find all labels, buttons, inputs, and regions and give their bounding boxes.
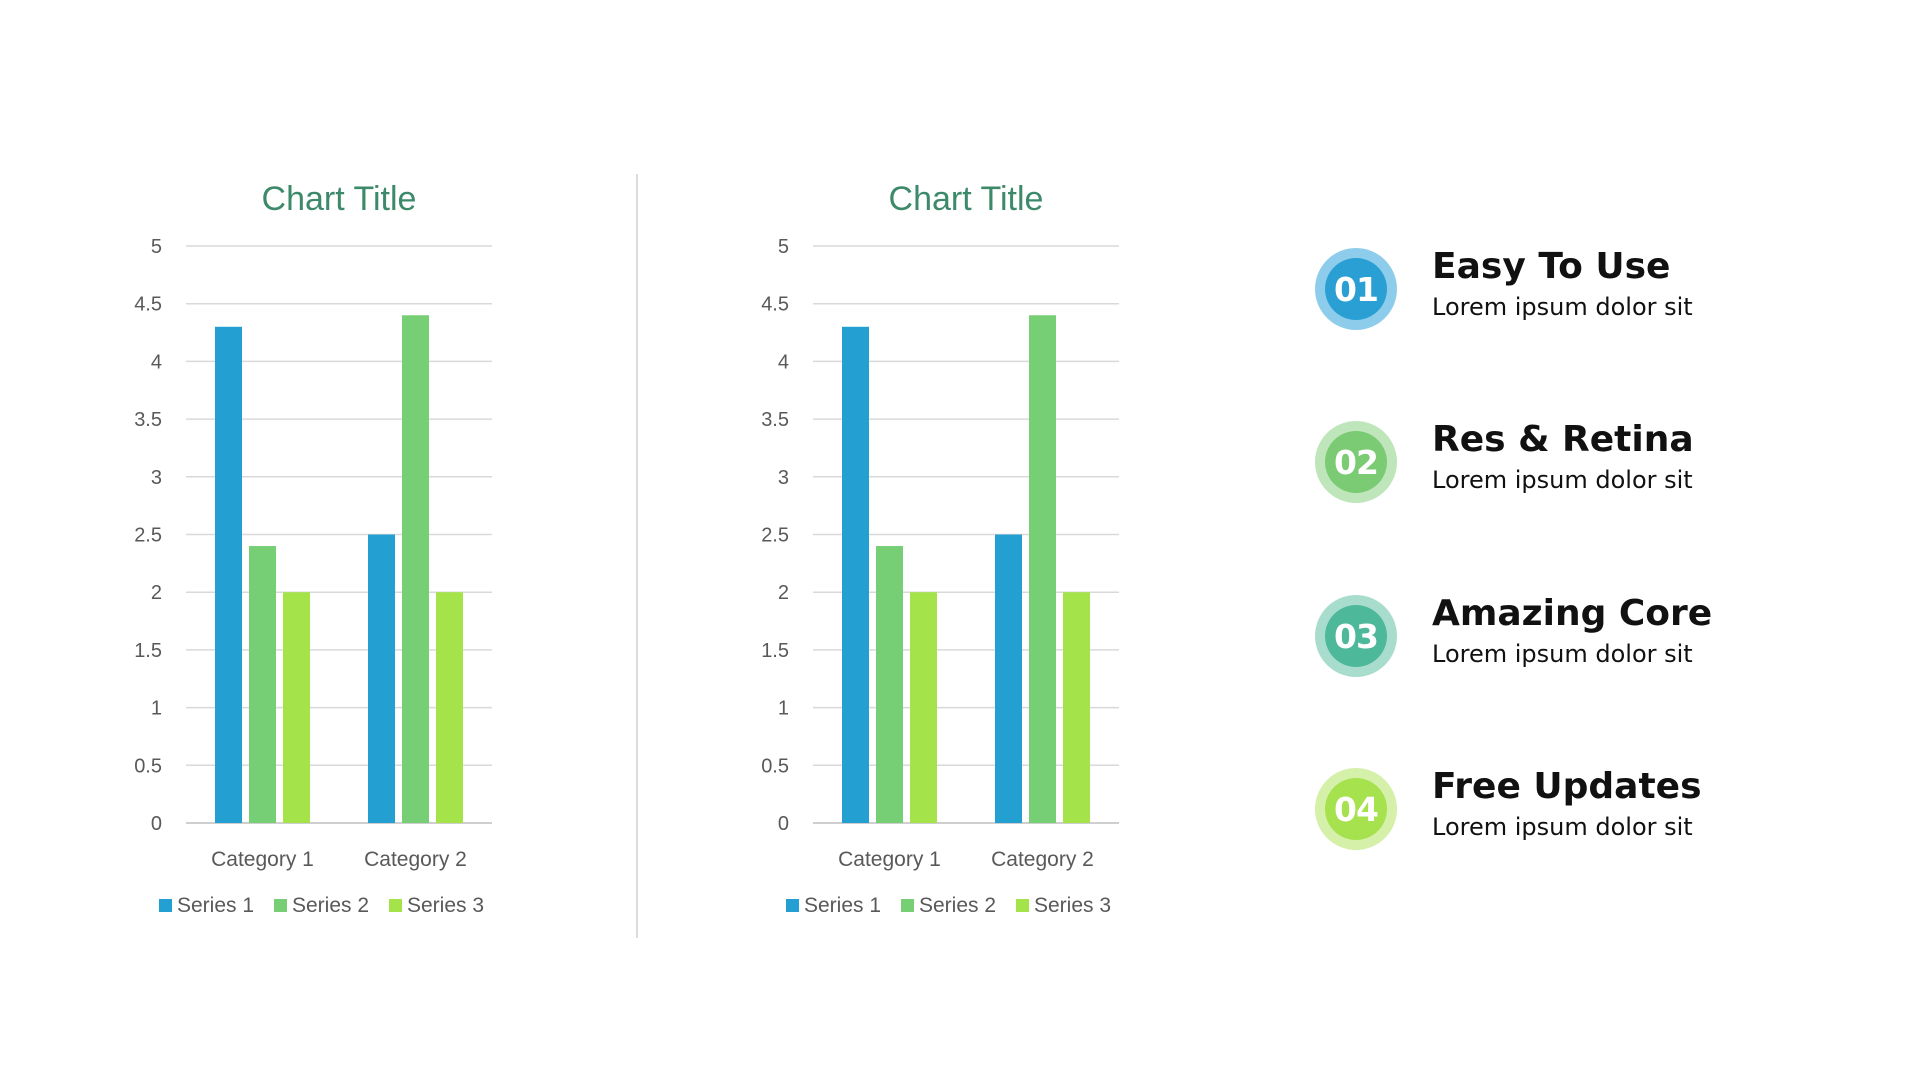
chart-2-ytick-label: 2 <box>778 582 789 604</box>
chart-1-bar-series-3-cat-2 <box>436 592 463 823</box>
feature-badge-03: 03 <box>1315 595 1397 677</box>
feature-number-04: 04 <box>1325 778 1387 840</box>
chart-2-ytick-label: 0 <box>778 813 789 835</box>
chart-1-legend-swatch-2 <box>274 899 287 912</box>
feature-description-01: Lorem ipsum dolor sit <box>1432 293 1693 321</box>
chart-2-legend-swatch-1 <box>786 899 799 912</box>
chart-1-ytick-label: 0 <box>151 813 162 835</box>
chart-1-bar-series-1-cat-1 <box>215 326 242 823</box>
chart-2-ytick-label: 5 <box>778 236 789 258</box>
feature-item-04: 04 Free Updates Lorem ipsum dolor sit <box>1315 766 1875 858</box>
chart-2-bar-series-3-cat-1 <box>910 592 937 823</box>
chart-2-legend-swatch-3 <box>1016 899 1029 912</box>
chart-2-title: Chart Title <box>889 180 1044 218</box>
chart-1-category-label: Category 2 <box>364 848 467 871</box>
chart-2-legend-label-3: Series 3 <box>1034 894 1111 917</box>
feature-title-02: Res & Retina <box>1432 419 1694 460</box>
chart-2-ytick-label: 1 <box>778 698 789 720</box>
chart-1-ytick-label: 2 <box>151 582 162 604</box>
chart-2-ytick-label: 3.5 <box>761 409 789 431</box>
feature-item-02: 02 Res & Retina Lorem ipsum dolor sit <box>1315 419 1875 511</box>
chart-2-legend-swatch-2 <box>901 899 914 912</box>
chart-2-category-label: Category 2 <box>991 848 1094 871</box>
chart-1-bar-series-2-cat-2 <box>402 315 429 823</box>
feature-number-02: 02 <box>1325 431 1387 493</box>
feature-item-01: 01 Easy To Use Lorem ipsum dolor sit <box>1315 246 1875 338</box>
chart-1-legend-label-1: Series 1 <box>177 894 254 917</box>
chart-2-ytick-label: 4 <box>778 351 789 373</box>
chart-2-ytick-label: 4.5 <box>761 294 789 316</box>
chart-2-bar-series-1-cat-2 <box>995 534 1022 823</box>
feature-number-03: 03 <box>1325 605 1387 667</box>
chart-1-bar-series-2-cat-1 <box>249 546 276 823</box>
chart-1-ytick-label: 3.5 <box>134 409 162 431</box>
chart-2-ytick-label: 2.5 <box>761 525 789 547</box>
chart-2-legend-label-1: Series 1 <box>804 894 881 917</box>
chart-1-ytick-label: 5 <box>151 236 162 258</box>
chart-1-bar-series-3-cat-1 <box>283 592 310 823</box>
chart-1-bar-series-1-cat-2 <box>368 534 395 823</box>
feature-badge-02: 02 <box>1315 421 1397 503</box>
chart-2-legend-label-2: Series 2 <box>919 894 996 917</box>
chart-1-ytick-label: 2.5 <box>134 525 162 547</box>
feature-description-02: Lorem ipsum dolor sit <box>1432 466 1693 494</box>
chart-1-ytick-label: 3 <box>151 467 162 489</box>
chart-1-legend-swatch-3 <box>389 899 402 912</box>
chart-2-bar-series-2-cat-2 <box>1029 315 1056 823</box>
chart-1-ytick-label: 0.5 <box>134 755 162 777</box>
chart-1-title: Chart Title <box>262 180 417 218</box>
feature-list: 01 Easy To Use Lorem ipsum dolor sit 02 … <box>1315 0 1875 1080</box>
chart-2-bar-series-2-cat-1 <box>876 546 903 823</box>
chart-1-ytick-label: 4 <box>151 351 162 373</box>
chart-divider <box>636 174 638 938</box>
chart-right: Chart Title 0 0.5 1 1.5 2 2.5 3 3.5 4 4.5 5 Category… <box>761 180 1119 917</box>
feature-description-04: Lorem ipsum dolor sit <box>1432 813 1693 841</box>
feature-item-03: 03 Amazing Core Lorem ipsum dolor sit <box>1315 593 1875 685</box>
chart-2-ytick-label: 3 <box>778 467 789 489</box>
feature-title-03: Amazing Core <box>1432 593 1713 634</box>
chart-1-legend-swatch-1 <box>159 899 172 912</box>
chart-1-legend-label-2: Series 2 <box>292 894 369 917</box>
chart-2-ytick-label: 1.5 <box>761 640 789 662</box>
feature-title-01: Easy To Use <box>1432 246 1671 287</box>
feature-number-01: 01 <box>1325 258 1387 320</box>
chart-1-legend-label-3: Series 3 <box>407 894 484 917</box>
feature-description-03: Lorem ipsum dolor sit <box>1432 640 1693 668</box>
feature-badge-04: 04 <box>1315 768 1397 850</box>
chart-1-ytick-label: 1.5 <box>134 640 162 662</box>
chart-2-bar-series-3-cat-2 <box>1063 592 1090 823</box>
chart-2-ytick-label: 0.5 <box>761 755 789 777</box>
chart-1-ytick-label: 1 <box>151 698 162 720</box>
chart-1-ytick-label: 4.5 <box>134 294 162 316</box>
feature-badge-01: 01 <box>1315 248 1397 330</box>
chart-2-bar-series-1-cat-1 <box>842 326 869 823</box>
chart-2-category-label: Category 1 <box>838 848 941 871</box>
feature-title-04: Free Updates <box>1432 766 1702 807</box>
chart-left: Chart Title 0 0.5 1 1.5 2 2.5 3 3.5 4 4.5 5 Category… <box>134 180 492 917</box>
chart-1-category-label: Category 1 <box>211 848 314 871</box>
